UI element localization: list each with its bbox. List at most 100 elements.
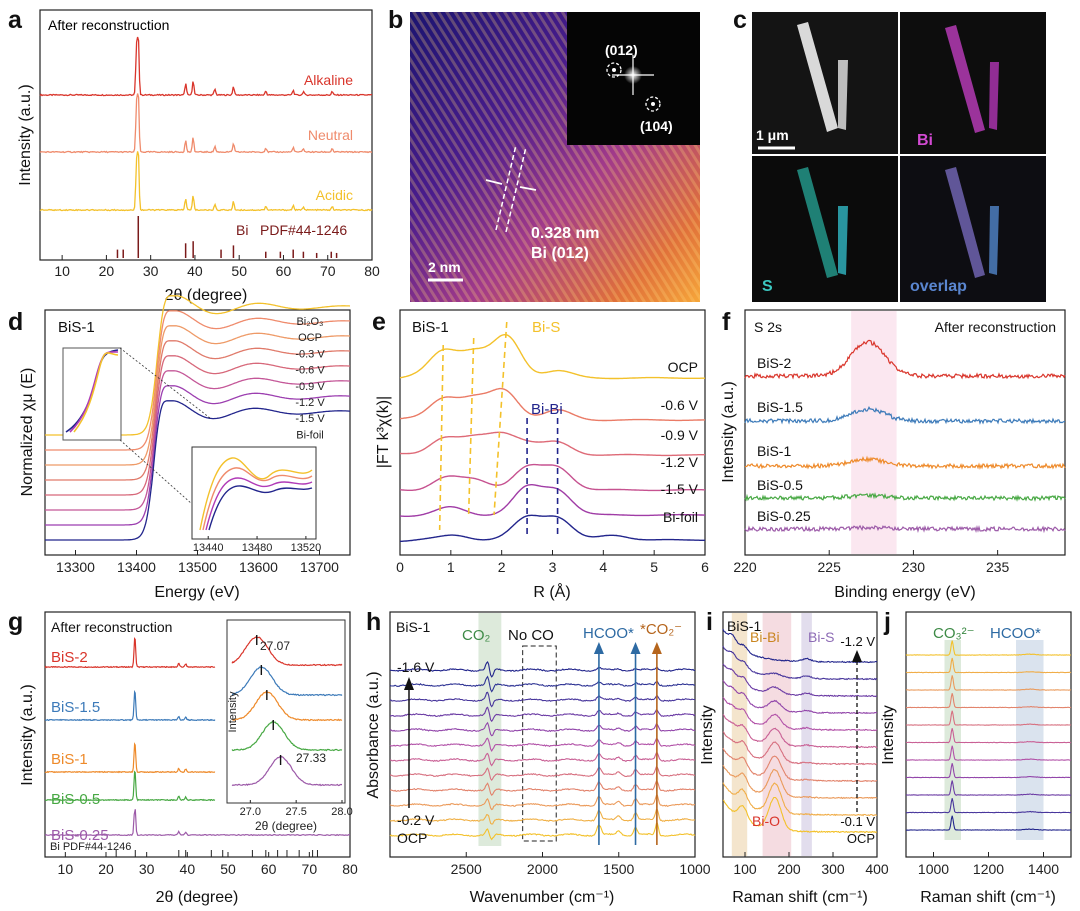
panel-label-j: j bbox=[883, 608, 891, 636]
panel-h-line-8 bbox=[389, 706, 696, 723]
panel-h-band-hcoo: HCOO* bbox=[583, 625, 634, 642]
panel-label-i: i bbox=[706, 608, 713, 636]
panel-g: g After reconstruction BiS-2 BiS-1.5 BiS-1… bbox=[8, 608, 358, 906]
fft-spot-104-ring bbox=[645, 96, 661, 112]
panel-g-inset-line-2 bbox=[231, 690, 343, 722]
panel-label-h: h bbox=[366, 608, 381, 636]
panel-g-frame bbox=[44, 611, 351, 858]
panel-d-tick-label-1: 13400 bbox=[117, 559, 156, 575]
panel-j-line-8 bbox=[905, 780, 1072, 796]
panel-g-line-0 bbox=[44, 637, 216, 669]
panel-d-inset-tick-label-2: 13520 bbox=[291, 542, 322, 554]
panel-f-line-2 bbox=[744, 455, 1066, 470]
panel-i-line-3 bbox=[722, 747, 878, 783]
panel-d-legend-1: OCP bbox=[298, 332, 322, 344]
panel-d-line-6 bbox=[45, 385, 350, 526]
panel-e-title: BiS-1 bbox=[412, 319, 449, 336]
panel-e-x-ticks: 0 1 2 3 4 5 6 bbox=[396, 550, 709, 575]
panel-i-tick-label-0: 100 bbox=[733, 861, 757, 877]
panel-h-band-arrowhead-0 bbox=[593, 642, 604, 654]
panel-a-tick-label-5: 60 bbox=[276, 263, 292, 279]
panel-e-label-1: -0.6 V bbox=[661, 397, 699, 413]
panel-h-title: BiS-1 bbox=[396, 619, 430, 635]
s-rod-2 bbox=[838, 206, 848, 275]
panel-i-line-10 bbox=[722, 628, 878, 664]
panel-j-line-7 bbox=[905, 763, 1072, 779]
panel-d-legend-0: Bi₂O₃ bbox=[296, 316, 323, 328]
panel-i-line-0 bbox=[722, 796, 878, 834]
panel-e-xlabel: R (Å) bbox=[533, 582, 570, 601]
panel-d-line-1 bbox=[45, 310, 351, 451]
panel-d-inset-ticks: 13440 13480 13520 bbox=[193, 536, 321, 554]
panel-a-ref-pdf: PDF#44-1246 bbox=[260, 222, 347, 238]
panel-i-band-bis bbox=[801, 613, 812, 856]
panel-i-x-ticks: 100 200 300 400 bbox=[733, 852, 889, 877]
panel-label-a: a bbox=[8, 6, 23, 34]
panel-j-tick-label-2: 1400 bbox=[1028, 861, 1059, 877]
panel-label-c: c bbox=[733, 6, 747, 34]
plane-label: Bi (012) bbox=[531, 245, 589, 262]
d-spacing-label: 0.328 nm bbox=[531, 225, 599, 242]
panel-label-b: b bbox=[388, 6, 403, 34]
panel-d-line-4 bbox=[45, 355, 351, 496]
panel-d-line-5 bbox=[45, 370, 351, 511]
panel-e-bis-guide-1 bbox=[467, 337, 475, 516]
panel-f-label-0: BiS-2 bbox=[757, 355, 791, 371]
panel-j-band-label-hcoo: HCOO* bbox=[990, 625, 1041, 642]
fft-spot-104 bbox=[651, 102, 655, 106]
panel-h-no-co-box bbox=[522, 645, 557, 842]
panel-f-label-1: BiS-1.5 bbox=[757, 399, 803, 415]
panel-h-line-9 bbox=[389, 691, 696, 708]
panel-a-tick-label-2: 30 bbox=[143, 263, 159, 279]
panel-g-inset-line-1 bbox=[232, 666, 343, 697]
panel-e-frame bbox=[399, 309, 706, 556]
panel-g-line-4 bbox=[44, 809, 351, 837]
panel-label-g: g bbox=[8, 608, 23, 636]
panel-e-label-4: -1.5 V bbox=[661, 481, 699, 497]
panel-f-line-4 bbox=[744, 524, 1066, 534]
panel-a-tick-label-1: 20 bbox=[99, 263, 115, 279]
panel-e-bis-guide-0 bbox=[438, 344, 445, 531]
panel-f-highlight-band bbox=[851, 311, 897, 554]
panel-a-label-alkaline: Alkaline bbox=[304, 72, 353, 88]
panel-a-label-neutral: Neutral bbox=[308, 127, 353, 143]
panel-h-tick-label-0: 2500 bbox=[451, 861, 482, 877]
panel-d-ylabel: Normalized χμ (E) bbox=[19, 368, 36, 497]
panel-h-potential-arrowhead bbox=[404, 677, 414, 690]
panel-e-tick-label-5: 5 bbox=[650, 559, 658, 575]
panel-c: c 1 μm Bi S overlap bbox=[733, 6, 1046, 302]
panel-h-line-2 bbox=[389, 794, 696, 811]
panel-d-inset-tick-label-0: 13440 bbox=[193, 542, 224, 554]
panel-h-label-end: -0.2 V bbox=[397, 812, 435, 828]
panel-d-legend-4: -0.9 V bbox=[295, 381, 325, 393]
panel-i-line-6 bbox=[722, 697, 878, 732]
tile-label-s: S bbox=[762, 278, 773, 295]
panel-h-spectra bbox=[389, 661, 696, 841]
panel-i-band-label-bibi: Bi-Bi bbox=[750, 629, 780, 645]
inset-link-1 bbox=[119, 347, 211, 419]
fft-label-012: (012) bbox=[605, 42, 638, 58]
panel-g-tick-label-6: 70 bbox=[302, 861, 318, 877]
panel-i-xlabel: Raman shift (cm⁻¹) bbox=[732, 889, 868, 906]
panel-j-line-2 bbox=[905, 675, 1072, 691]
bi-rod-1 bbox=[945, 25, 985, 133]
panel-j-x-ticks: 1000 1200 1400 bbox=[918, 852, 1059, 877]
scale-label-b: 2 nm bbox=[428, 259, 461, 275]
panel-d-tick-label-0: 13300 bbox=[56, 559, 95, 575]
panel-d-xlabel: Energy (eV) bbox=[154, 584, 239, 601]
panel-f-label-4: BiS-0.25 bbox=[757, 508, 811, 524]
panel-f-tick-label-1: 225 bbox=[818, 559, 842, 575]
panel-f-subtitle: After reconstruction bbox=[935, 319, 1056, 335]
panel-e-spectra bbox=[399, 334, 705, 543]
panel-g-line-3 bbox=[44, 770, 216, 802]
panel-g-inset-line-4 bbox=[231, 755, 343, 787]
panel-a-tick-label-6: 70 bbox=[320, 263, 336, 279]
panel-h-band-arrowhead-1 bbox=[630, 642, 641, 654]
panel-i-ylabel: Intensity bbox=[699, 705, 716, 765]
panel-g-inset-tick-label-1: 27.5 bbox=[285, 806, 306, 818]
panel-e-line-4 bbox=[400, 484, 705, 517]
panel-e-bibi-label: Bi-Bi bbox=[531, 401, 563, 418]
panel-g-ylabel: Intensity (a.u.) bbox=[19, 684, 36, 785]
panel-i-line-7 bbox=[722, 680, 878, 715]
panel-i: i BiS-1 Bi-Bi Bi-S Bi-O -1.2 V -0.1 V OC… bbox=[699, 608, 889, 906]
